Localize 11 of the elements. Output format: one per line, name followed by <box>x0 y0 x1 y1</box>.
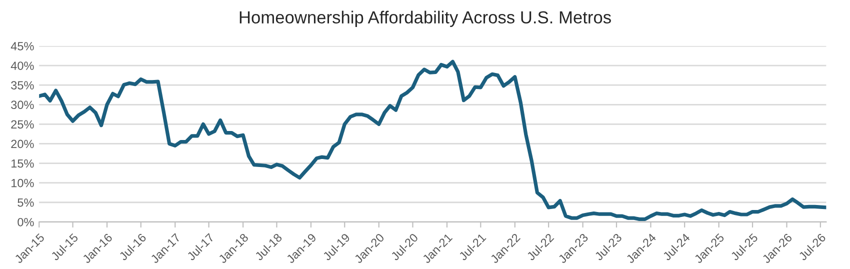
y-tick-label: 40% <box>10 62 34 70</box>
y-tick-label: 20% <box>11 140 34 148</box>
y-tick-label: 10% <box>12 178 34 188</box>
y-tick-label: 15% <box>12 159 34 168</box>
y-tick-label: 35% <box>11 81 34 90</box>
y-tick-label: 0% <box>18 218 34 226</box>
y-tick-label: 30% <box>11 100 34 110</box>
chart-title: Homeownership Affordability Across U.S. Metros <box>240 10 611 27</box>
y-tick-label: 5% <box>18 198 34 207</box>
y-tick-label: 45% <box>10 42 34 50</box>
y-tick-label: 25% <box>11 120 34 129</box>
